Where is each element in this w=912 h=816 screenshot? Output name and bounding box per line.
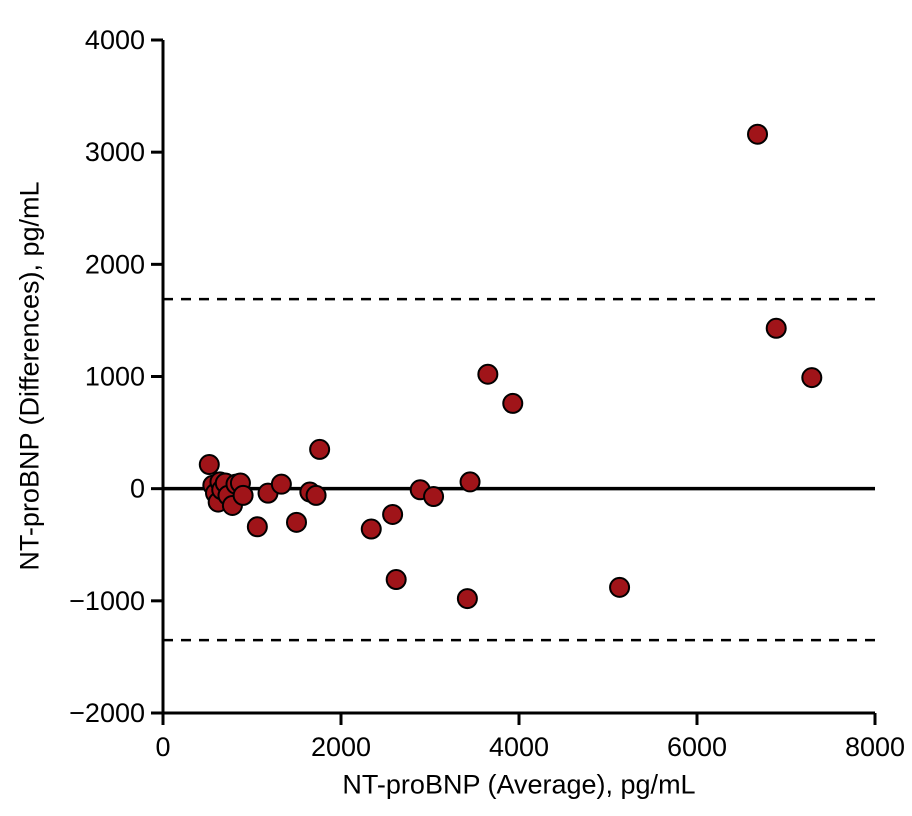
- data-point: [360, 518, 382, 540]
- y-tick-label: 0: [130, 474, 145, 504]
- data-point: [286, 511, 307, 533]
- data-point: [423, 486, 445, 508]
- data-point: [198, 454, 220, 476]
- data-point: [385, 569, 407, 591]
- x-tick-label: 6000: [667, 732, 727, 762]
- data-point: [801, 367, 823, 389]
- data-point: [477, 363, 499, 385]
- x-tick-label: 4000: [489, 732, 549, 762]
- data-point: [747, 123, 769, 145]
- data-point: [502, 392, 524, 414]
- y-tick-label: −2000: [69, 698, 145, 728]
- data-point: [305, 484, 327, 506]
- data-point: [309, 438, 331, 460]
- y-tick-label: −1000: [69, 586, 145, 616]
- data-point: [246, 516, 268, 538]
- y-axis-title: NT-proBNP (Differences), pg/mL: [14, 181, 45, 571]
- data-point: [765, 317, 787, 339]
- x-tick-label: 0: [155, 732, 170, 762]
- data-point: [270, 473, 292, 495]
- y-tick-label: 4000: [85, 25, 145, 55]
- data-point: [232, 484, 254, 506]
- y-tick-label: 3000: [85, 137, 145, 167]
- data-point: [456, 588, 478, 610]
- data-point: [459, 471, 481, 493]
- x-tick-label: 2000: [311, 732, 371, 762]
- data-point: [609, 576, 631, 598]
- y-tick-label: 2000: [85, 249, 145, 279]
- x-axis-title: NT-proBNP (Average), pg/mL: [342, 769, 696, 800]
- data-point: [382, 503, 404, 525]
- x-tick-label: 8000: [845, 732, 905, 762]
- y-tick-label: 1000: [85, 362, 145, 392]
